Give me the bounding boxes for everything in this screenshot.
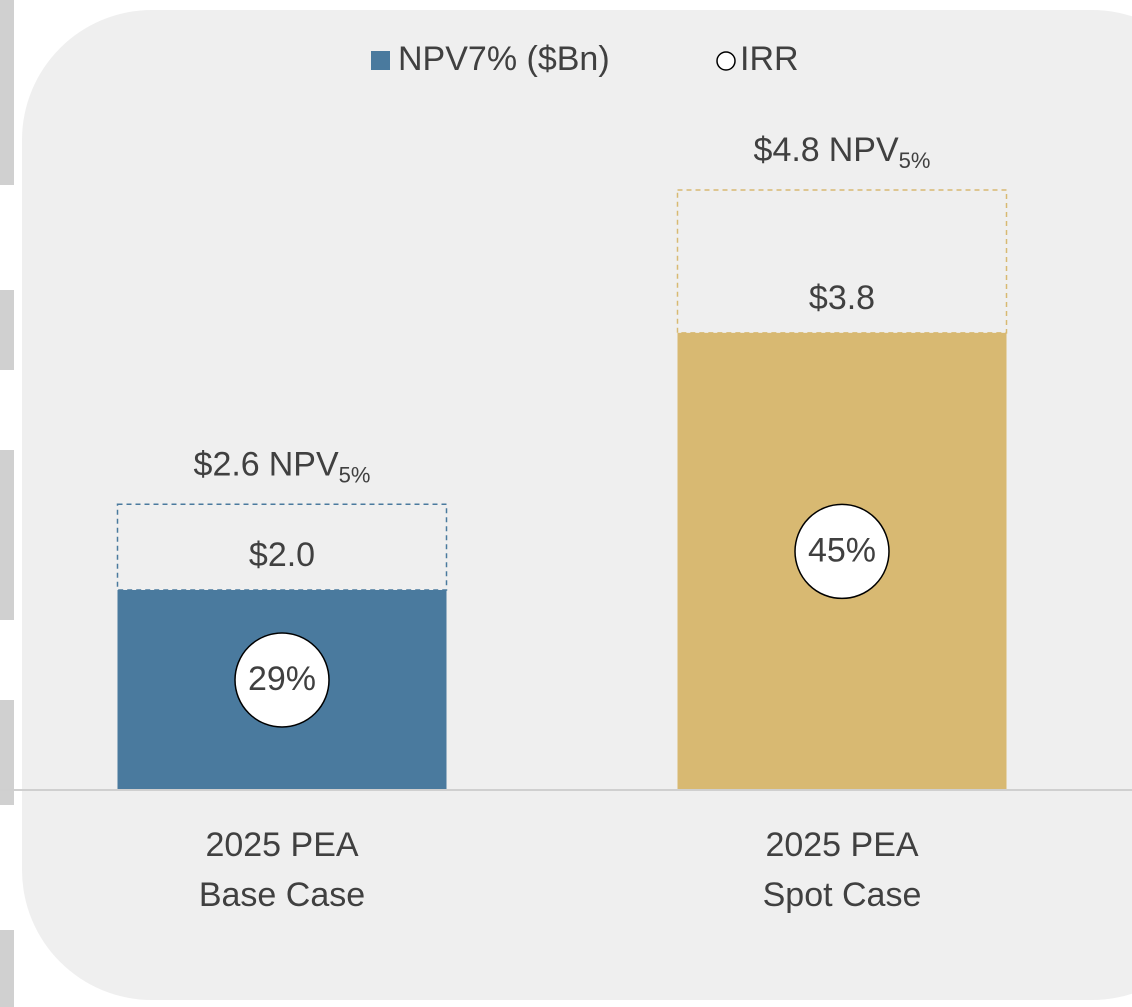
x-tick-label: 2025 PEA [205,826,358,864]
outline-subscript: 5% [339,462,371,487]
outline-value-label: $2.6 NPV5% [194,445,371,487]
outline-suffix: NPV [269,445,339,483]
legend-swatch [371,51,390,70]
x-tick-label: Base Case [199,876,365,914]
side-strip [0,450,14,620]
outline-subscript: 5% [899,148,931,173]
irr-circle [794,503,890,600]
x-tick-label: Spot Case [763,876,922,914]
side-strip [0,290,14,370]
side-strip [0,930,14,1007]
side-strip [0,700,14,805]
x-tick-label: 2025 PEA [765,826,918,864]
dashed-outline [676,189,1008,334]
outline-value-label: $4.8 NPV5% [754,131,931,173]
irr-label: 29% [248,660,316,698]
side-strip [0,0,14,185]
legend-swatch [716,51,736,71]
irr-circle [234,632,330,728]
outline-value: $4.8 [754,131,820,169]
bar-value-label: $3.8 [809,279,875,317]
bar-value-label: $2.0 [249,536,315,574]
legend-label: IRR [740,40,799,78]
outline-suffix: NPV [829,131,899,169]
irr-label: 45% [808,531,876,569]
legend-label: NPV7% ($Bn) [398,40,610,78]
outline-value: $2.6 [194,445,260,483]
dashed-outline [116,503,448,591]
